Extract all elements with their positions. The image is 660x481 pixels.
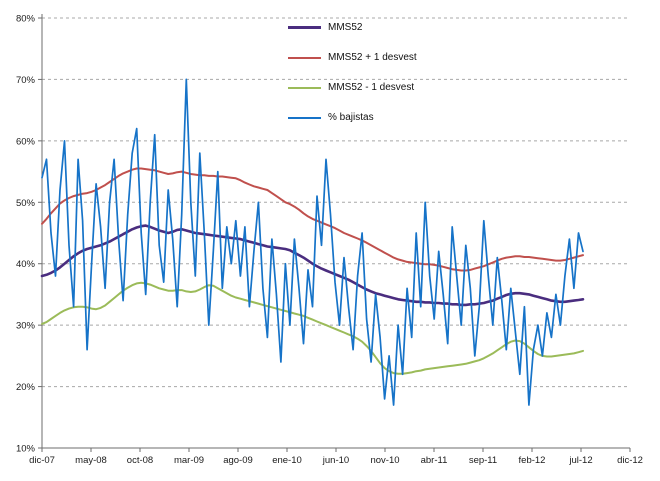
svg-text:80%: 80% (16, 14, 36, 25)
svg-text:may-08: may-08 (75, 455, 107, 466)
svg-text:dic-07: dic-07 (29, 455, 55, 466)
legend-line-mms52-minus-1sd (288, 86, 321, 89)
svg-text:60%: 60% (16, 136, 36, 147)
legend-item-pct-bajistas: % bajistas (288, 108, 417, 127)
svg-text:oct-08: oct-08 (127, 455, 153, 466)
svg-text:70%: 70% (16, 75, 36, 86)
legend-line-mms52 (288, 26, 321, 29)
legend-line-mms52-plus-1sd (288, 56, 321, 59)
svg-text:10%: 10% (16, 444, 36, 455)
legend-item-mms52-plus-1sd: MMS52 + 1 desvest (288, 48, 417, 67)
svg-text:sep-11: sep-11 (469, 455, 497, 466)
legend-item-mms52: MMS52 (288, 18, 417, 37)
svg-text:mar-09: mar-09 (174, 455, 204, 466)
svg-text:20%: 20% (16, 382, 36, 393)
svg-text:ene-10: ene-10 (272, 455, 302, 466)
legend-item-mms52-minus-1sd: MMS52 - 1 desvest (288, 78, 417, 97)
svg-text:jun-10: jun-10 (322, 455, 349, 466)
chart-legend: MMS52 MMS52 + 1 desvest MMS52 - 1 desves… (288, 18, 417, 127)
legend-label-pct-bajistas: % bajistas (328, 112, 374, 123)
svg-text:50%: 50% (16, 198, 36, 209)
svg-text:nov-10: nov-10 (370, 455, 399, 466)
svg-text:jul-12: jul-12 (568, 455, 592, 466)
legend-label-mms52: MMS52 (328, 22, 363, 33)
svg-text:dic-12: dic-12 (617, 455, 643, 466)
legend-label-mms52-plus-1sd: MMS52 + 1 desvest (328, 52, 417, 63)
legend-line-pct-bajistas (288, 116, 321, 119)
svg-text:30%: 30% (16, 321, 36, 332)
svg-text:abr-11: abr-11 (421, 455, 448, 466)
svg-text:feb-12: feb-12 (519, 455, 546, 466)
svg-text:ago-09: ago-09 (223, 455, 253, 466)
legend-label-mms52-minus-1sd: MMS52 - 1 desvest (328, 82, 415, 93)
svg-text:40%: 40% (16, 259, 36, 270)
